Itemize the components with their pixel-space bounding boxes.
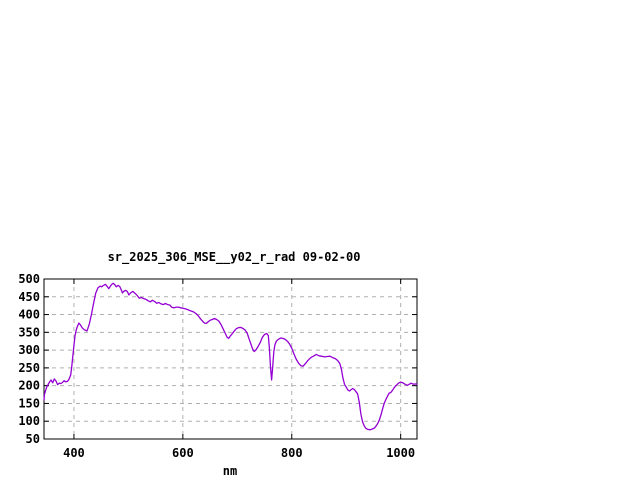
y-tick-label: 350 <box>18 325 40 339</box>
y-tick-label: 50 <box>26 432 40 446</box>
radiance-curve <box>43 282 418 431</box>
y-tick-label: 450 <box>18 290 40 304</box>
y-tick-label: 300 <box>18 343 40 357</box>
y-tick-label: 100 <box>18 414 40 428</box>
y-tick-label: 500 <box>18 272 40 286</box>
plot-border <box>43 278 418 440</box>
y-tick-label: 200 <box>18 379 40 393</box>
x-tick-label: 400 <box>63 446 85 460</box>
y-tick-label: 150 <box>18 396 40 410</box>
y-tick-label: 250 <box>18 361 40 375</box>
x-tick-label: 1000 <box>386 446 415 460</box>
x-axis-label: nm <box>223 464 237 478</box>
x-tick-label: 600 <box>172 446 194 460</box>
y-tick-label: 400 <box>18 308 40 322</box>
chart-title: sr_2025_306_MSE__y02_r_rad 09-02-00 <box>108 250 361 265</box>
x-tick-label: 800 <box>281 446 303 460</box>
